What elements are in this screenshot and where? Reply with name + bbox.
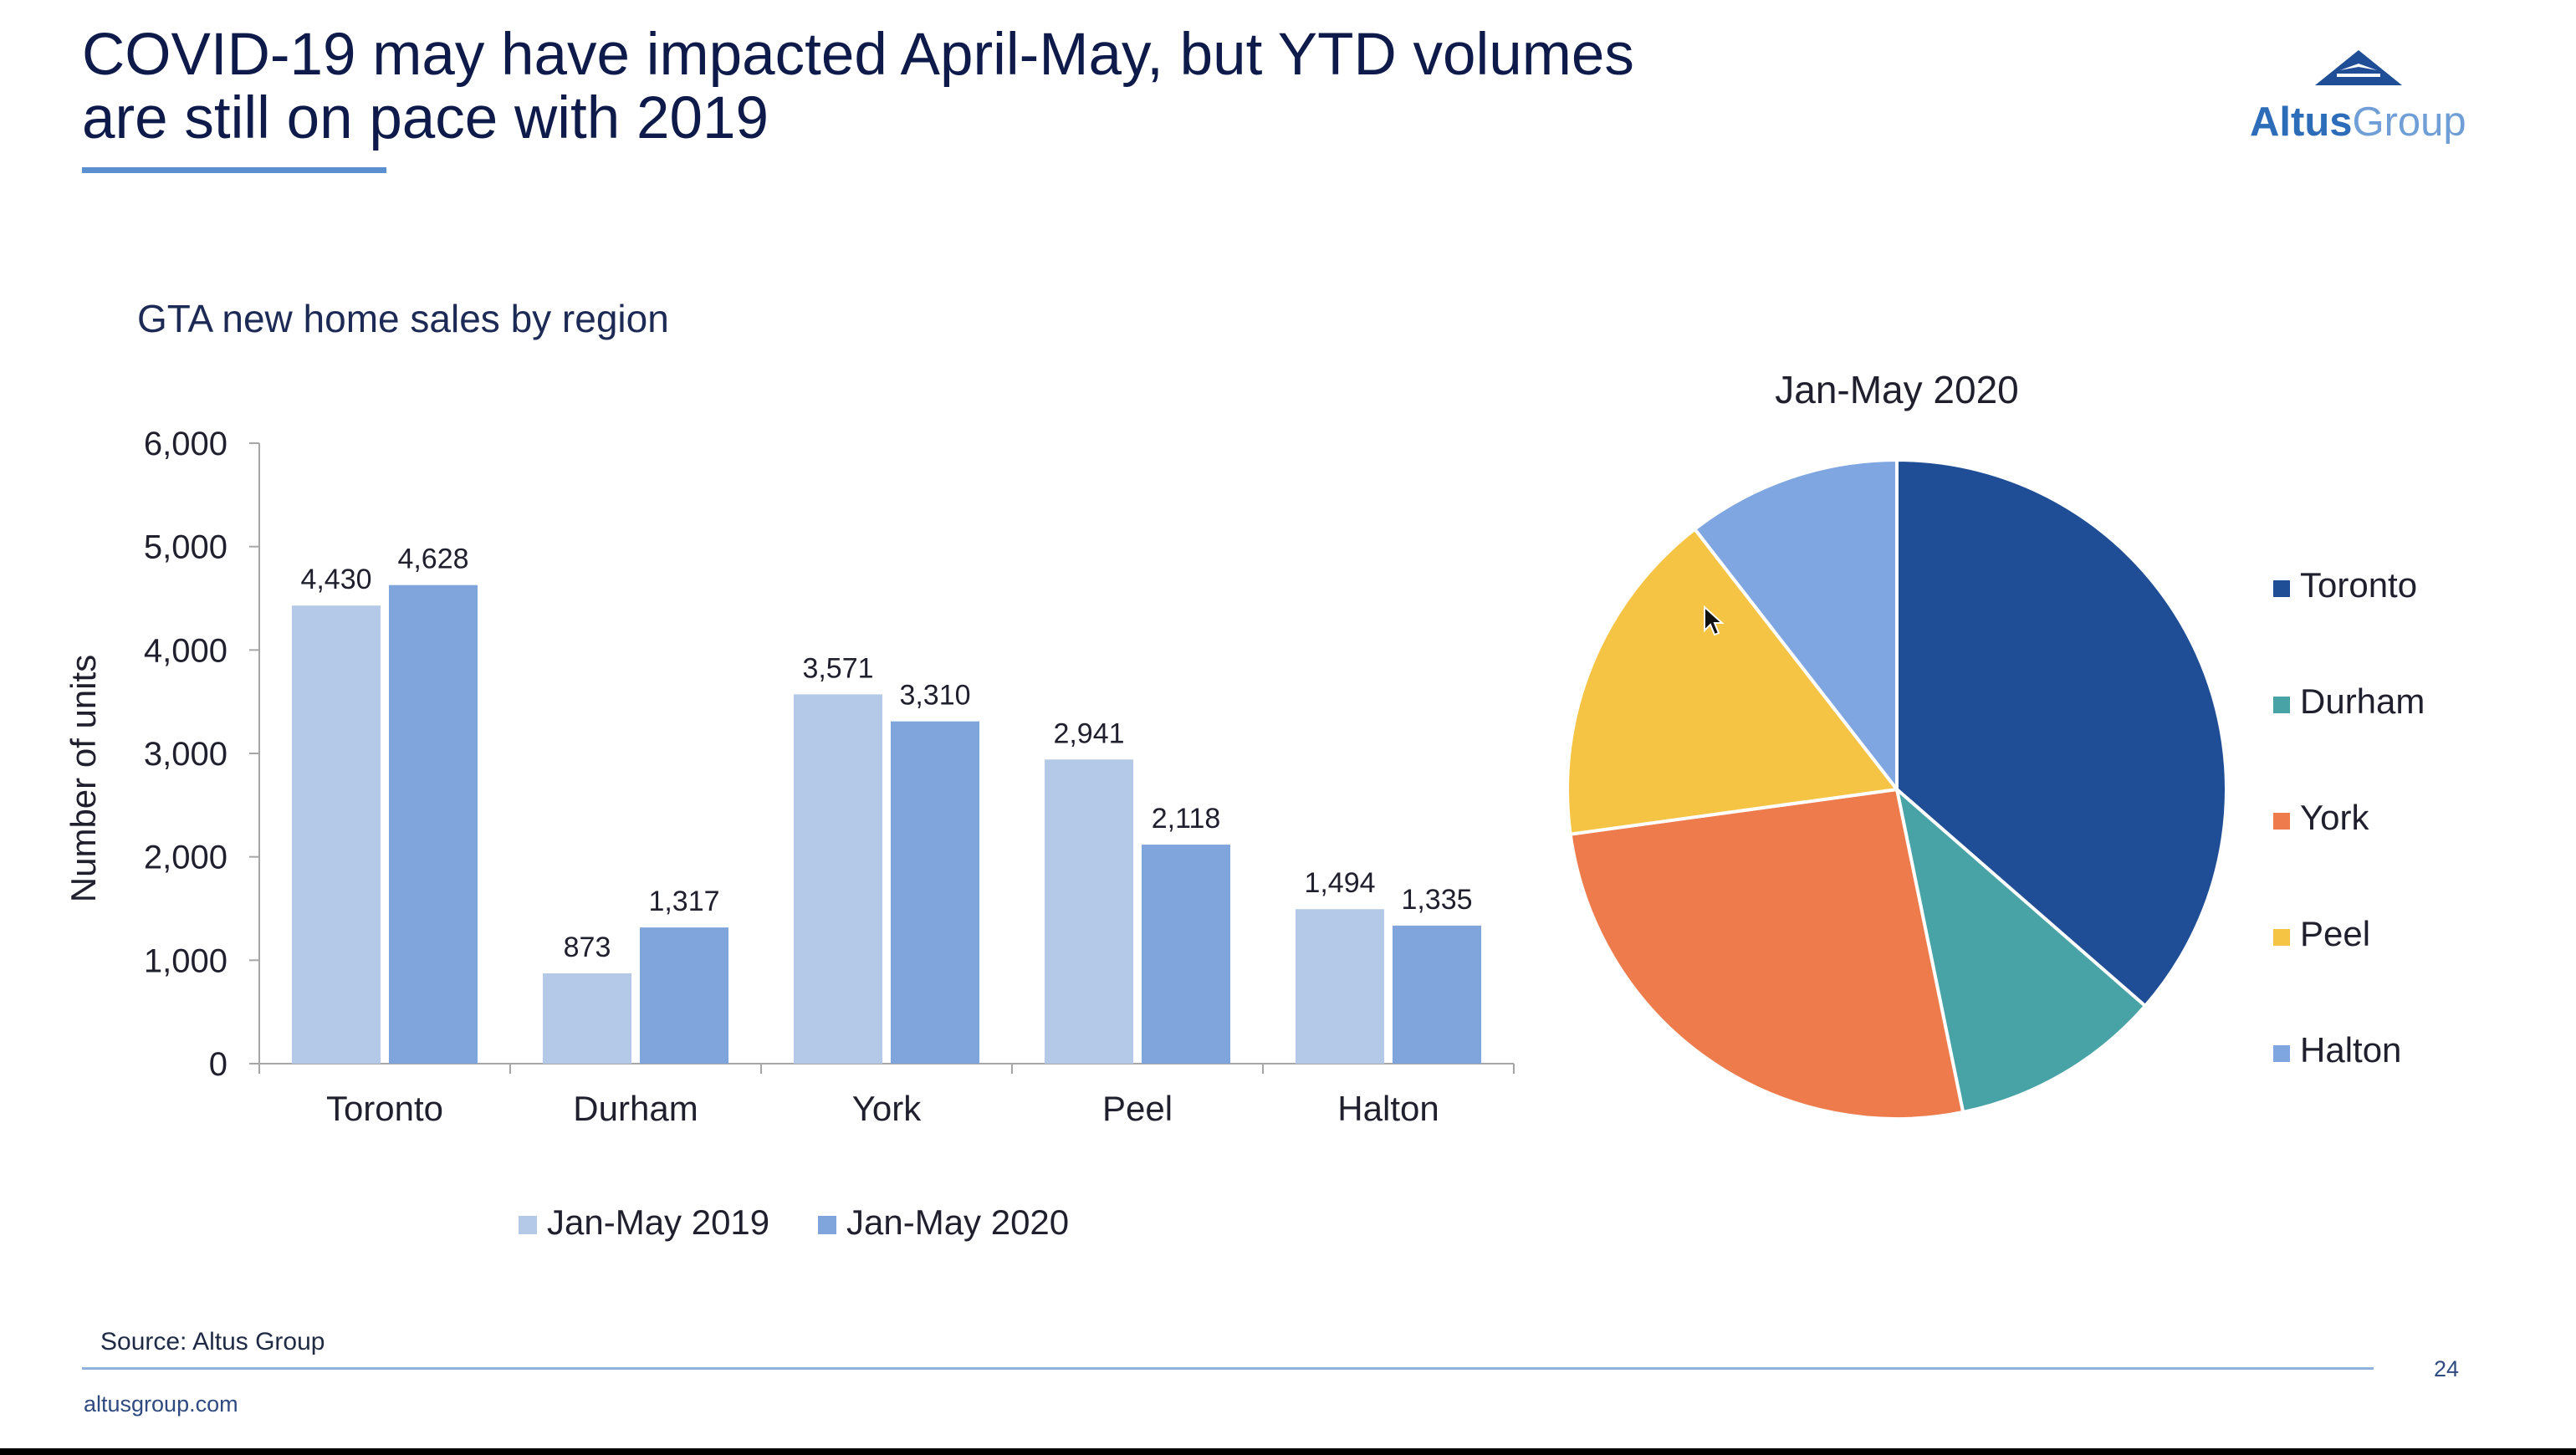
y-tick-label: 5,000 (144, 529, 227, 566)
bar-data-label: 1,494 (1304, 867, 1375, 899)
pie-legend-label: Durham (2300, 682, 2425, 721)
bar-data-label: 1,335 (1401, 884, 1472, 916)
pie-slice-york (1568, 787, 1965, 1121)
bar-data-label: 2,941 (1053, 717, 1124, 749)
pie-legend-swatch (2273, 580, 2290, 597)
slide-title-line-1: COVID-19 may have impacted April-May, bu… (82, 22, 1634, 88)
bar-data-label: 1,317 (648, 886, 719, 917)
y-tick-label: 0 (209, 1046, 227, 1083)
pie-legend-label: York (2300, 798, 2370, 837)
bar (794, 694, 882, 1064)
x-category-label: Toronto (326, 1089, 443, 1128)
x-category-label: York (852, 1089, 923, 1128)
bar-data-label: 2,118 (1152, 803, 1221, 835)
altus-group-logo: AltusGroup (2241, 42, 2492, 159)
bar (891, 721, 979, 1064)
bar (640, 927, 728, 1064)
bar-data-label: 4,628 (397, 544, 468, 575)
bar-legend-label: Jan-May 2020 (846, 1202, 1069, 1242)
footer-divider (82, 1367, 2374, 1370)
bar-data-label: 3,571 (802, 652, 873, 684)
pie-legend-label: Toronto (2300, 565, 2417, 605)
pie-legend-swatch (2273, 697, 2290, 713)
source-note: Source: Altus Group (100, 1328, 325, 1355)
bar (1142, 845, 1230, 1064)
bar-data-label: 873 (564, 932, 611, 963)
bar-legend-swatch (519, 1216, 537, 1234)
page-number: 24 (2434, 1356, 2460, 1381)
bar (292, 605, 381, 1064)
pie-chart-title: Jan-May 2020 (1775, 368, 2019, 411)
chart-subtitle: GTA new home sales by region (137, 297, 669, 340)
bar-legend-label: Jan-May 2019 (547, 1202, 769, 1242)
y-tick-label: 3,000 (144, 736, 227, 773)
pie-legend-swatch (2273, 1045, 2290, 1062)
pie-slice-toronto (1895, 457, 2228, 1008)
slide-title: COVID-19 may have impacted April-May, bu… (82, 23, 2006, 151)
pie-slice-peel (1566, 526, 1900, 836)
y-tick-label: 6,000 (144, 426, 227, 462)
y-tick-label: 1,000 (144, 942, 227, 979)
title-underline (82, 167, 386, 173)
pie-legend-swatch (2273, 929, 2290, 946)
pie-legend-label: Peel (2300, 914, 2370, 953)
bar-data-label: 3,310 (899, 680, 970, 712)
altus-triangle-logo-icon (2315, 50, 2402, 85)
bar-legend-swatch (818, 1216, 836, 1234)
bar (1296, 909, 1384, 1064)
logo-wordmark: AltusGroup (2250, 99, 2466, 146)
logo-brand-part1: Altus (2250, 100, 2353, 145)
bar (389, 585, 478, 1064)
bar (543, 973, 631, 1064)
website-footer: altusgroup.com (84, 1391, 238, 1417)
pie-slice-halton (1692, 457, 1899, 794)
logo-brand-part2: Group (2352, 100, 2466, 145)
mouse-cursor-icon (1704, 605, 1725, 636)
bar (1393, 925, 1481, 1064)
bar (1045, 759, 1133, 1064)
y-tick-label: 2,000 (144, 840, 227, 876)
y-axis-title: Number of units (64, 655, 103, 902)
pie-legend-label: Halton (2300, 1030, 2401, 1070)
pie-legend-swatch (2273, 813, 2290, 830)
slide-title-line-2: are still on pace with 2019 (82, 85, 769, 151)
x-category-label: Durham (573, 1089, 698, 1128)
pie-slice-durham (1894, 784, 2148, 1115)
bar-data-label: 4,430 (300, 564, 371, 595)
x-category-label: Peel (1102, 1089, 1173, 1128)
x-category-label: Halton (1337, 1089, 1439, 1128)
y-tick-label: 4,000 (144, 632, 227, 669)
